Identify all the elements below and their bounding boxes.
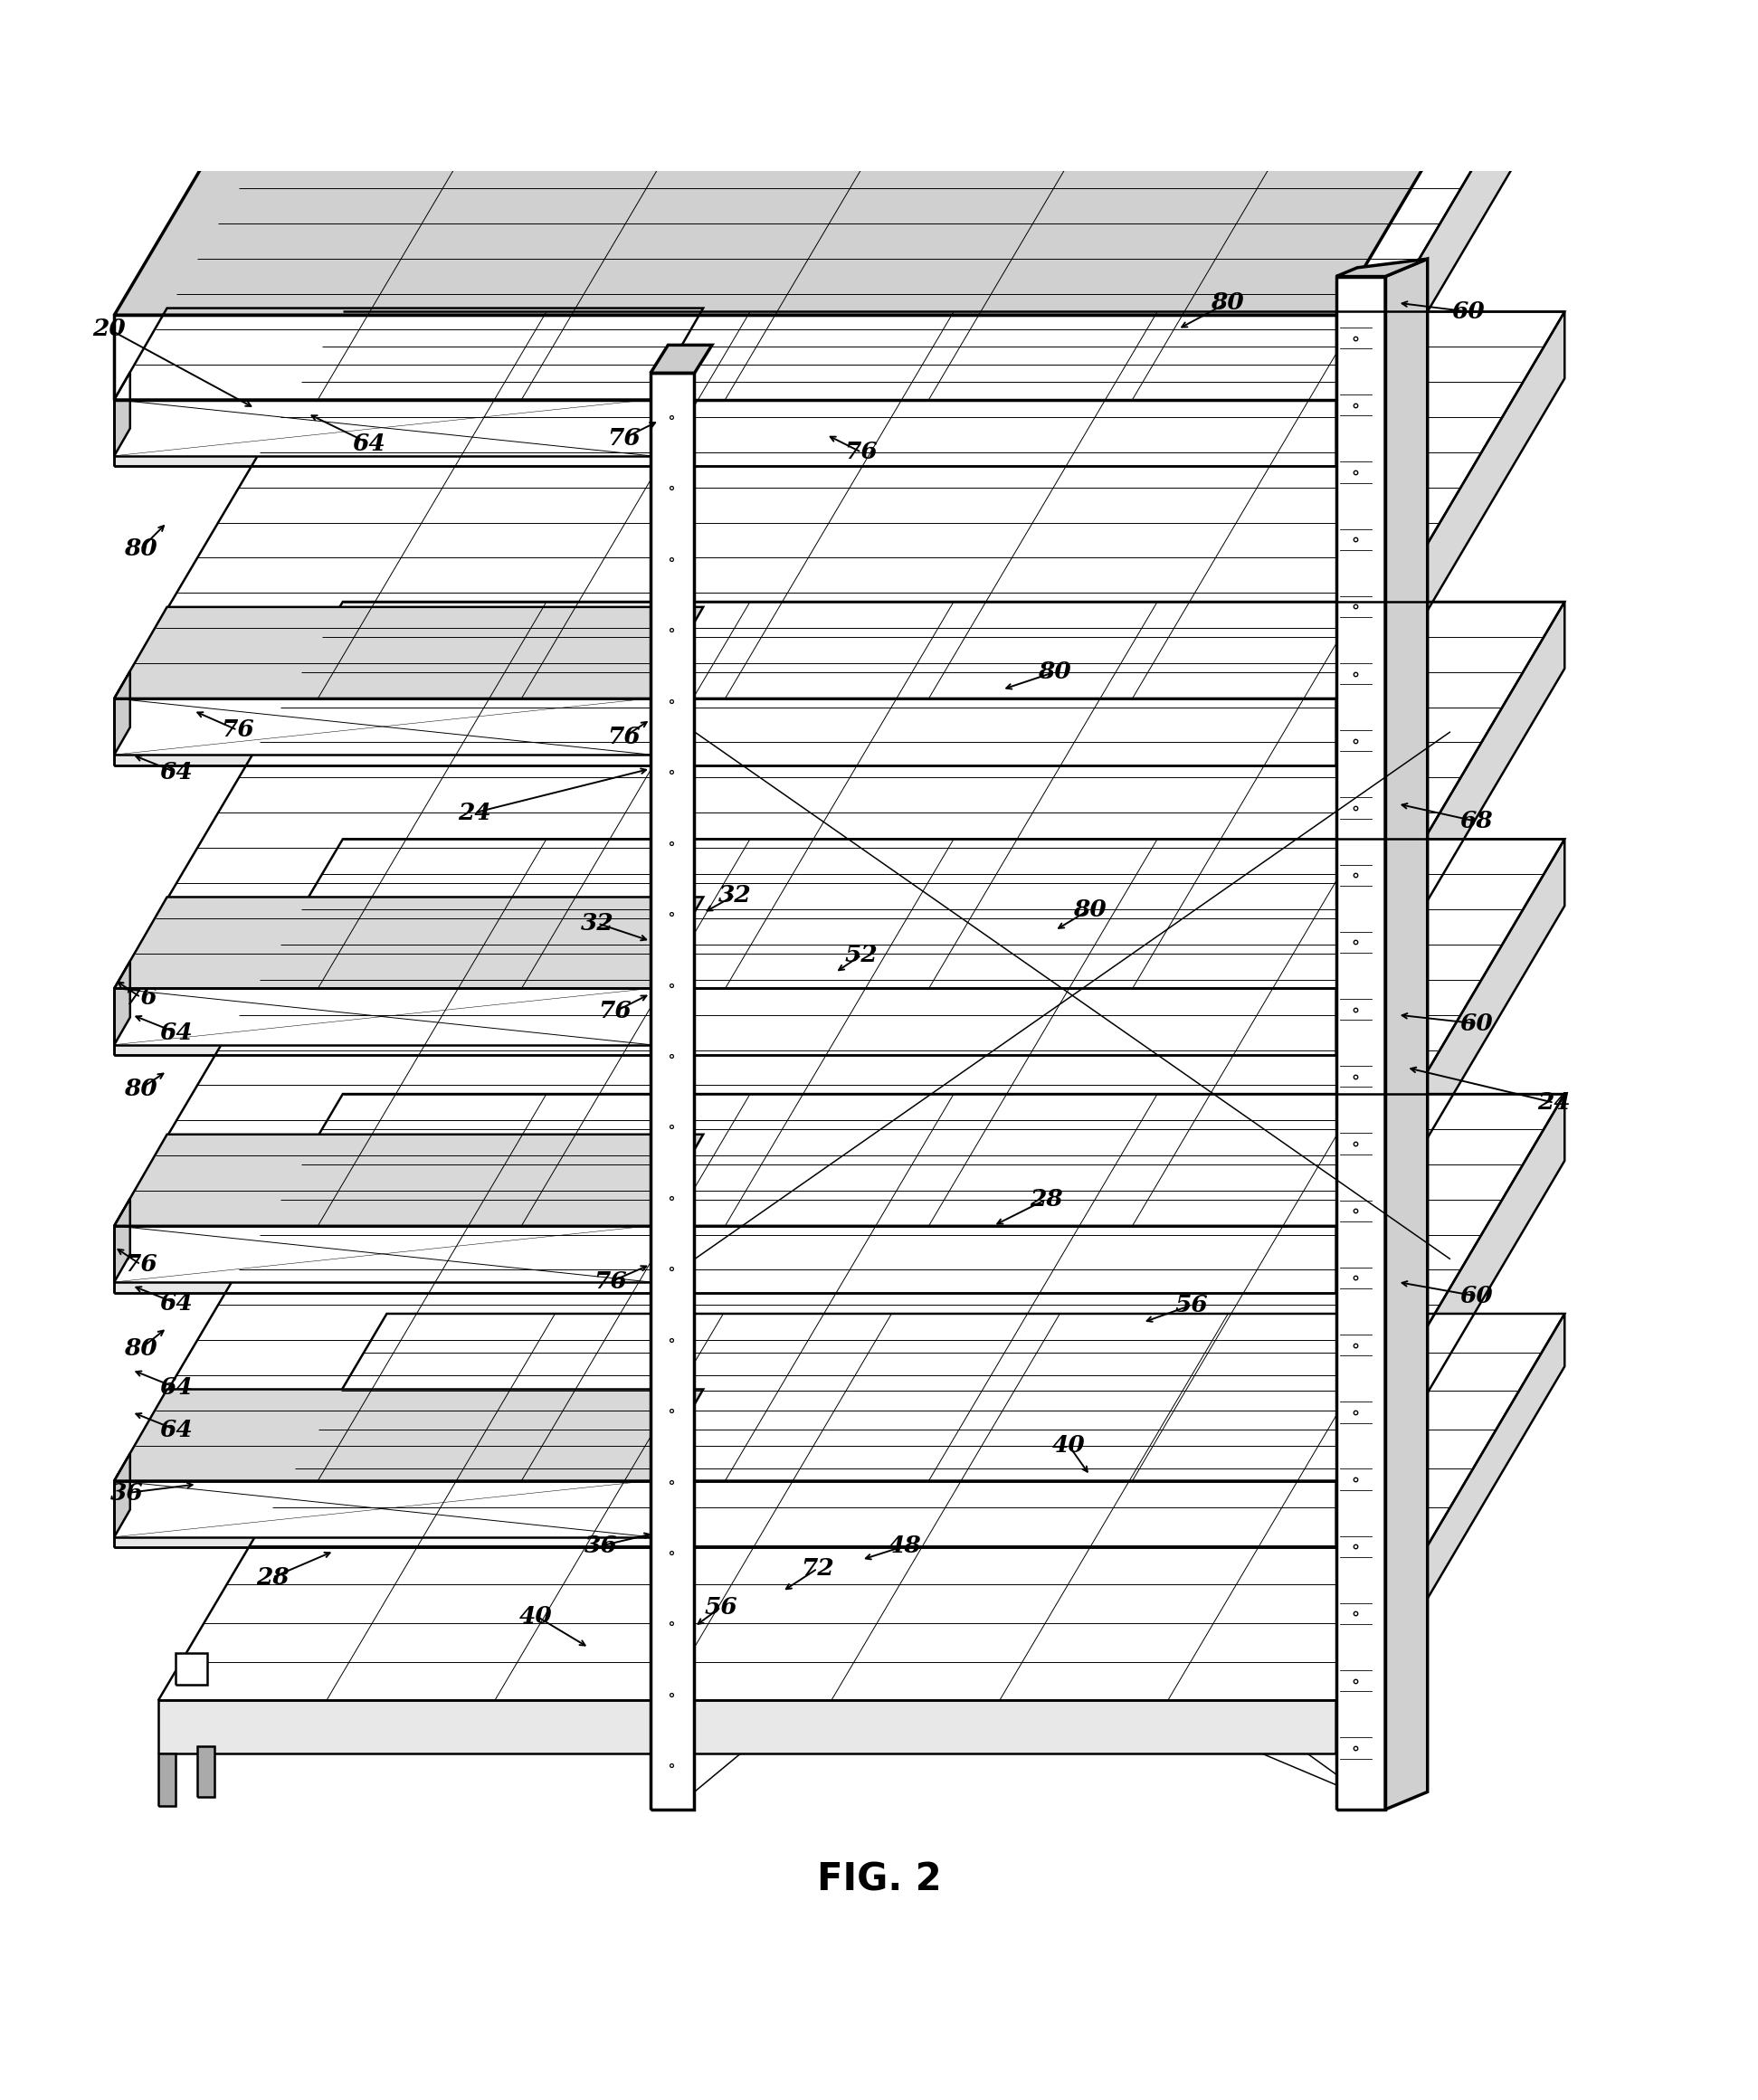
Text: 60: 60 [1461,1012,1493,1035]
Polygon shape [1336,311,1565,764]
Polygon shape [114,315,1336,399]
Text: 76: 76 [125,987,156,1008]
Text: 28: 28 [1030,1189,1062,1212]
Text: 60: 60 [1461,1285,1493,1308]
Polygon shape [343,0,1565,13]
Polygon shape [158,1701,1336,1754]
Polygon shape [114,1390,703,1480]
Text: 80: 80 [1074,899,1106,920]
Polygon shape [650,344,712,374]
Polygon shape [114,607,703,699]
Text: 76: 76 [222,718,253,741]
Text: 76: 76 [594,1270,626,1294]
Text: 76: 76 [599,1000,631,1023]
Polygon shape [158,1754,176,1806]
Polygon shape [114,989,1336,1056]
Polygon shape [650,374,694,1810]
Polygon shape [114,989,650,1044]
Text: 76: 76 [608,426,640,449]
Polygon shape [1336,1315,1565,1754]
Text: 64: 64 [160,1292,192,1315]
Polygon shape [114,1480,650,1537]
Polygon shape [114,1226,650,1283]
Polygon shape [1336,603,1565,1056]
Text: 20: 20 [93,317,125,340]
Text: 64: 64 [160,1418,192,1441]
Polygon shape [176,1653,207,1684]
Text: 80: 80 [1211,292,1243,315]
Polygon shape [114,13,1565,399]
Polygon shape [114,309,703,399]
Polygon shape [114,399,650,456]
Text: 72: 72 [802,1558,833,1579]
Polygon shape [114,372,130,456]
Text: 80: 80 [125,1077,156,1100]
Polygon shape [158,1315,1565,1701]
Polygon shape [114,1134,703,1226]
Polygon shape [1336,277,1385,1810]
Text: FIG. 2: FIG. 2 [817,1861,941,1898]
Polygon shape [1336,840,1565,1294]
Polygon shape [1336,1094,1565,1548]
Polygon shape [114,603,1565,989]
Text: 56: 56 [1176,1294,1208,1317]
Polygon shape [114,311,1565,699]
Polygon shape [114,1453,130,1537]
Polygon shape [114,840,1565,1226]
Polygon shape [1336,258,1427,277]
Text: 76: 76 [608,727,640,748]
Text: 52: 52 [846,943,877,966]
Polygon shape [114,1480,1336,1548]
Text: 60: 60 [1452,300,1484,323]
Text: 48: 48 [890,1535,921,1556]
Polygon shape [114,672,130,754]
Polygon shape [114,1094,1565,1480]
Text: 80: 80 [125,1338,156,1361]
Text: 64: 64 [160,760,192,783]
Text: 40: 40 [520,1604,552,1628]
Polygon shape [114,1199,130,1283]
Text: 28: 28 [257,1567,288,1590]
Polygon shape [1385,258,1427,1810]
Text: 64: 64 [160,1021,192,1044]
Text: 56: 56 [705,1596,737,1619]
Text: 76: 76 [125,1254,156,1277]
Text: 24: 24 [459,802,490,823]
Text: 36: 36 [111,1483,142,1504]
Polygon shape [114,699,1336,764]
Text: 68: 68 [1461,811,1493,834]
Text: 64: 64 [160,1376,192,1399]
Polygon shape [197,1747,214,1798]
Text: 64: 64 [353,433,385,456]
Text: 32: 32 [719,884,751,907]
Text: 32: 32 [582,911,614,934]
Polygon shape [114,399,1336,466]
Polygon shape [114,962,130,1044]
Polygon shape [1336,13,1565,466]
Polygon shape [114,0,1565,315]
Text: 24: 24 [1538,1092,1570,1113]
Text: 36: 36 [585,1535,617,1556]
Polygon shape [114,699,650,754]
Text: 80: 80 [125,538,156,561]
Text: 80: 80 [1039,662,1071,683]
Polygon shape [114,897,703,989]
Polygon shape [114,1226,1336,1294]
Text: 76: 76 [846,441,877,464]
Text: 40: 40 [1053,1434,1085,1457]
